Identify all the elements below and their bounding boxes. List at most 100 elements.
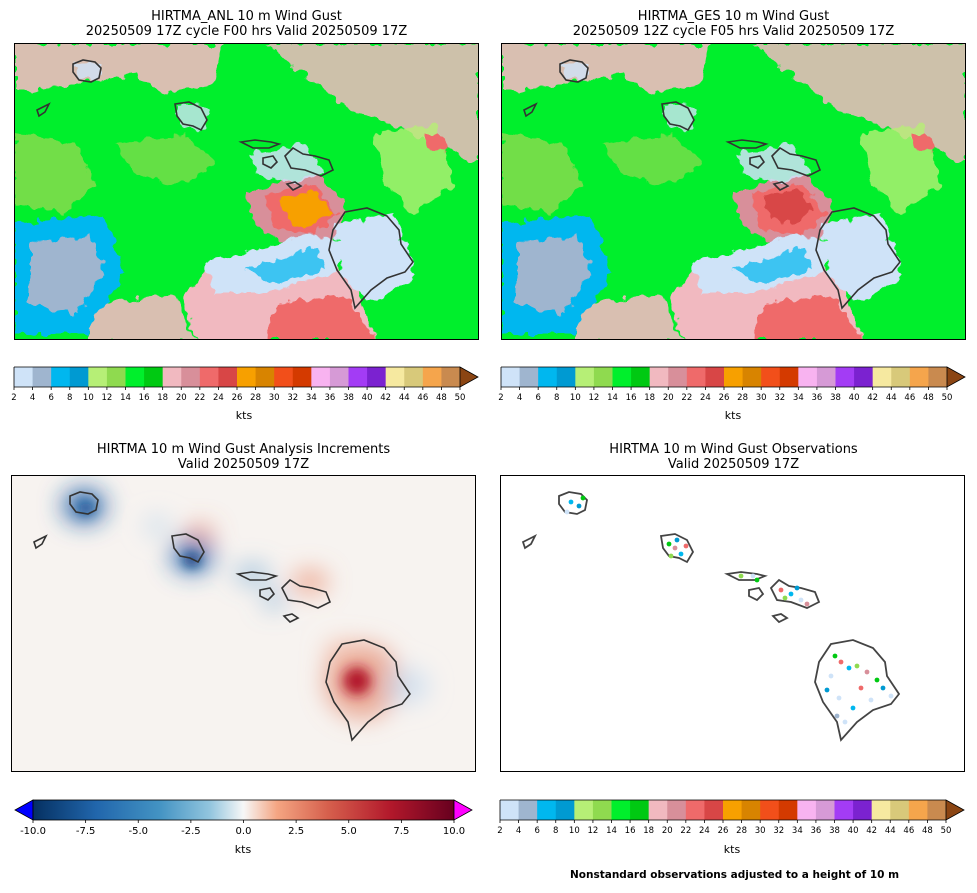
observations-map [500,475,965,772]
obs-colorbar-tick: 10 [569,826,580,836]
obs-colorbar-tick: 4 [516,826,521,836]
obs-colorbar-bin [890,800,910,820]
obs-colorbar-tick: 48 [922,826,933,836]
increments-colorbar-extend-min [14,799,34,821]
ges-colorbar-tick: 16 [626,393,637,403]
anl-colorbar-tick: 12 [102,393,113,403]
anl-colorbar-bin [181,367,201,387]
anl-colorbar-bin [348,367,368,387]
obs-colorbar-bin [723,800,742,820]
ges-colorbar-bin [631,367,651,387]
ges-colorbar-bin [835,367,855,387]
ges-colorbar-bin [928,367,948,387]
obs-title-line1: HIRTMA 10 m Wind Gust Observations [609,442,858,457]
ges-colorbar-tick: 30 [756,393,767,403]
obs-colorbar-tick: 46 [903,826,914,836]
anl-colorbar-tick: 50 [455,393,466,403]
inc-title: HIRTMA 10 m Wind Gust Analysis Increment… [11,442,476,472]
anl-colorbar-bin [311,367,331,387]
ges-colorbar-bin [612,367,632,387]
anl-colorbar-tick: 28 [250,393,261,403]
ges-colorbar: 2 4 6 8 10 12 14 16 18 20 22 24 26 28 30 32 34 36 38 40 42 44… [498,366,977,403]
obs-colorbar-tick: 14 [606,826,617,836]
footnote: Nonstandard observations adjusted to a h… [570,869,900,881]
ges-colorbar-tick: 42 [867,393,878,403]
anl-colorbar-bin [329,367,349,387]
anl-title-line2: 20250509 17Z cycle F00 hrs Valid 2025050… [85,24,408,39]
ges-colorbar-bin [854,367,874,387]
obs-colorbar-bin [630,800,650,820]
ges-colorbar-bin [891,367,911,387]
anl-colorbar-bin [14,367,33,387]
anl-colorbar-bin [125,367,145,387]
anl-colorbar-tick: 8 [67,393,72,403]
increments-colorbar-tick: 2.5 [288,826,304,837]
anl-colorbar-tick: 4 [30,393,35,403]
obs-title-line2: Valid 20250509 17Z [667,457,800,472]
ges-title: HIRTMA_GES 10 m Wind Gust 20250509 12Z c… [501,9,966,39]
ges-colorbar-tick: 8 [554,393,559,403]
obs-colorbar-bin [592,800,612,820]
ges-colorbar-units: kts [724,409,742,422]
ges-colorbar-tick: 28 [737,393,748,403]
ges-colorbar-tick: 38 [830,393,841,403]
anl-colorbar-bin [441,367,461,387]
ges-colorbar-tick: 14 [607,393,618,403]
ges-title-line1: HIRTMA_GES 10 m Wind Gust [637,9,830,24]
ges-colorbar-tick: 36 [812,393,823,403]
obs-colorbar-bin [815,800,835,820]
increments-colorbar-tick: 7.5 [393,826,409,837]
ges-colorbar-bin [909,367,929,387]
ges-colorbar-tick: 26 [719,393,730,403]
obs-colorbar-tick: 22 [680,826,691,836]
obs-colorbar-extend [945,799,965,821]
ges-colorbar-bin [779,367,799,387]
anl-colorbar-tick: 30 [269,393,280,403]
obs-colorbar-tick: 8 [553,826,558,836]
ges-colorbar-tick: 44 [886,393,897,403]
obs-colorbar-tick: 24 [699,826,710,836]
obs-colorbar-tick: 42 [866,826,877,836]
anl-colorbar-bin [218,367,238,387]
anl-colorbar-tick: 16 [139,393,150,403]
anl-colorbar-bin [255,367,275,387]
ges-colorbar-bin [742,367,762,387]
anl-colorbar-bin [367,367,387,387]
obs-colorbar-bin [518,800,538,820]
obs-colorbar-tick: 38 [829,826,840,836]
obs-colorbar-bin [927,800,947,820]
obs-colorbar-tick: 40 [848,826,859,836]
increments-colorbar-tick: -10.0 [20,826,46,837]
ges-colorbar-extend [946,366,966,388]
ges-map-svg [502,44,965,339]
anl-colorbar-bin [422,367,442,387]
anl-colorbar-bin [32,367,52,387]
obs-colorbar: 2 4 6 8 10 12 14 16 18 20 22 24 26 28 30 32 34 36 38 40 42 44… [497,799,977,836]
obs-colorbar-tick: 44 [885,826,896,836]
inc-title-line2: Valid 20250509 17Z [177,457,310,472]
anl-colorbar-tick: 34 [306,393,317,403]
increments-colorbar-ramp [32,799,455,821]
obs-colorbar-tick: 16 [625,826,636,836]
obs-colorbar-bin [555,800,575,820]
ges-colorbar-tick: 20 [663,393,674,403]
anl-title-line1: HIRTMA_ANL 10 m Wind Gust [151,9,342,24]
anl-colorbar-tick: 44 [399,393,410,403]
anl-colorbar-tick: 14 [120,393,131,403]
obs-colorbar-bin [853,800,873,820]
inc-title-line1: HIRTMA 10 m Wind Gust Analysis Increment… [96,442,391,457]
ges-colorbar-bin [519,367,539,387]
obs-colorbar-bin [500,800,519,820]
obs-colorbar-tick: 50 [941,826,952,836]
ges-colorbar-tick: 10 [570,393,581,403]
increments-colorbar-tick: 5.0 [341,826,357,837]
obs-colorbar-tick: 32 [773,826,784,836]
anl-map-svg [15,44,478,339]
ges-colorbar-bin [816,367,836,387]
ges-colorbar-tick: 34 [793,393,804,403]
increments-colorbar-units: kts [234,843,252,856]
anl-colorbar-units: kts [235,409,253,422]
anl-colorbar-tick: 32 [287,393,298,403]
increments-colorbar-tick: -5.0 [128,826,148,837]
ges-colorbar-bin [705,367,725,387]
